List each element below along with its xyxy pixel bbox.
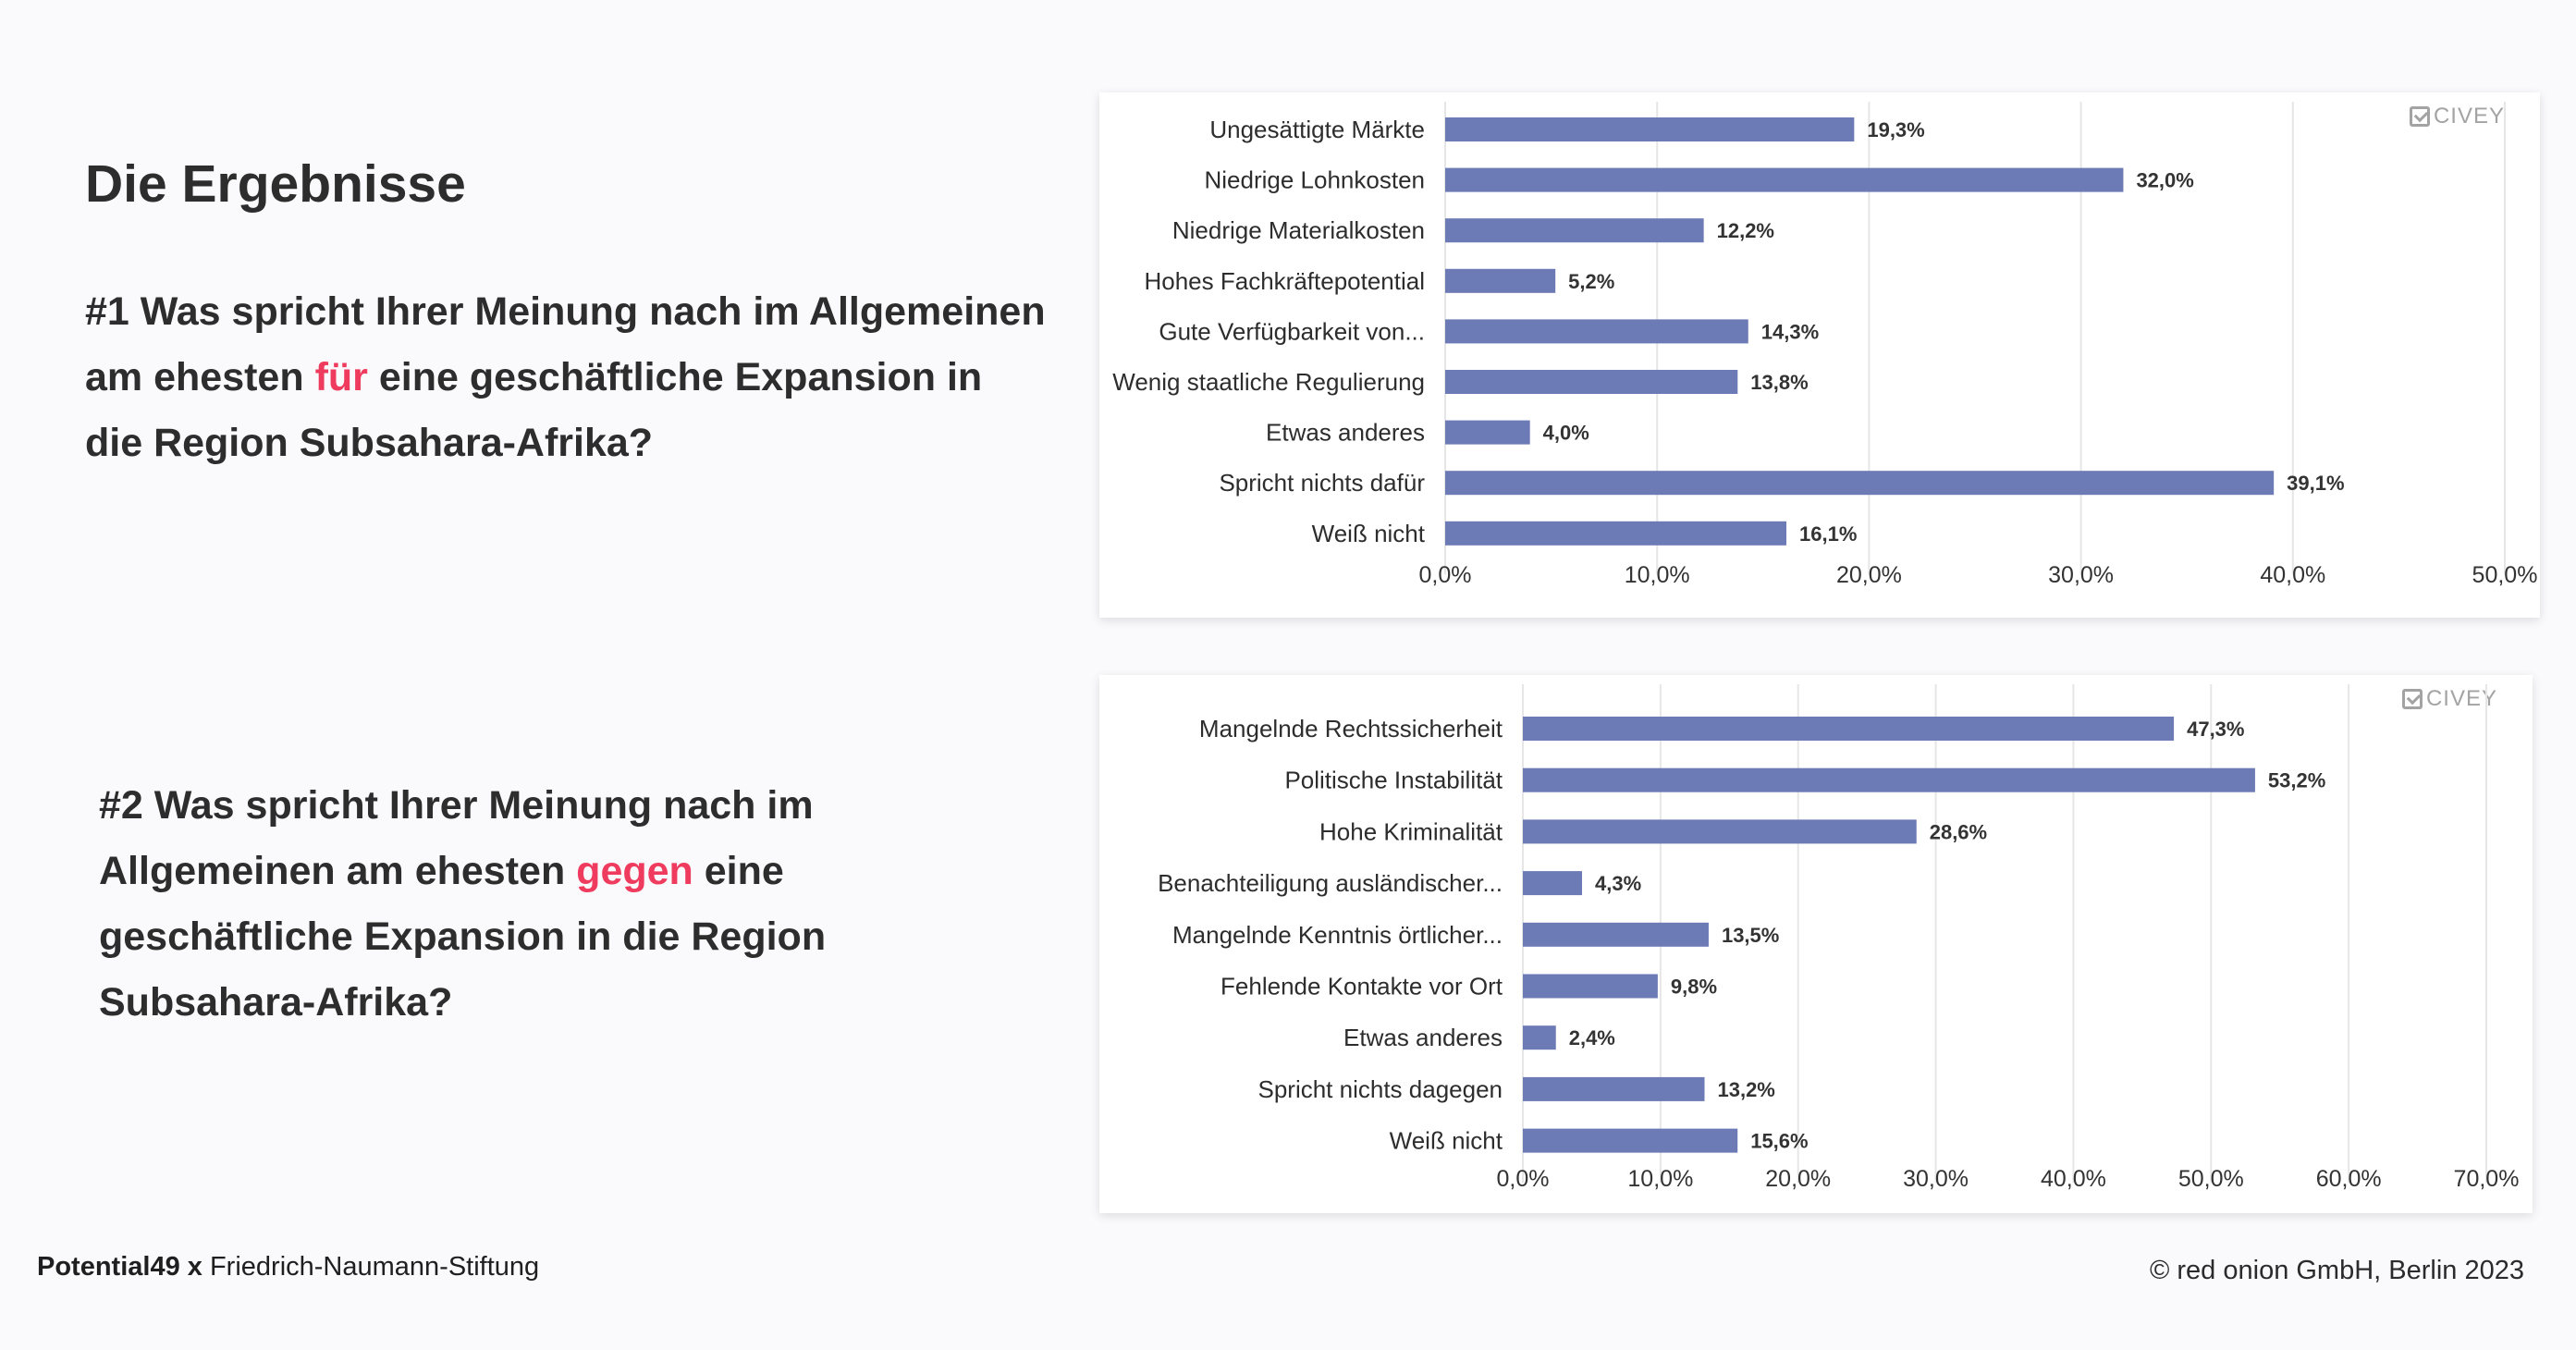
data-label: 53,2% xyxy=(2268,769,2325,792)
data-label: 19,3% xyxy=(1867,118,1924,141)
x-tick-label: 30,0% xyxy=(2048,562,2114,588)
x-tick-label: 60,0% xyxy=(2316,1166,2382,1192)
civey-logo-text: CIVEY xyxy=(2425,686,2497,711)
question-1: #1 Was spricht Ihrer Meinung nach im All… xyxy=(85,279,1047,476)
question-2-highlight: gegen xyxy=(576,849,693,893)
data-label: 39,1% xyxy=(2287,472,2344,495)
category-label: Hohes Fachkräftepotential xyxy=(1144,267,1425,295)
data-label: 32,0% xyxy=(2136,169,2193,192)
category-label: Hohe Kriminalität xyxy=(1319,817,1503,845)
bar xyxy=(1523,717,2175,741)
category-label: Niedrige Materialkosten xyxy=(1172,216,1425,244)
bar xyxy=(1445,471,2275,496)
category-label: Weiß nicht xyxy=(1312,520,1426,547)
bar xyxy=(1523,767,2255,792)
data-label: 28,6% xyxy=(1930,820,1987,843)
question-1-text-end: eine geschäftliche Expansion in die Regi… xyxy=(85,355,983,465)
data-label: 47,3% xyxy=(2187,718,2244,741)
chart-card-pro: CIVEY 0,0% 10,0% 20,0% 30,0% 40,0% 50,0% Unges… xyxy=(1099,92,2540,618)
x-tick-label: 20,0% xyxy=(1836,562,1902,588)
data-label: 9,8% xyxy=(1671,976,1717,999)
bar xyxy=(1523,1025,1556,1050)
bar xyxy=(1523,871,1583,896)
x-tick-label: 50,0% xyxy=(2178,1166,2244,1192)
bar xyxy=(1523,1128,1738,1153)
x-tick-label: 40,0% xyxy=(2260,562,2325,588)
bar xyxy=(1523,819,1917,844)
data-label: 14,3% xyxy=(1761,320,1819,343)
chart-pro-svg: 0,0% 10,0% 20,0% 30,0% 40,0% 50,0% Ungesättigt… xyxy=(1112,102,2538,588)
question-2: #2 Was spricht Ihrer Meinung nach im All… xyxy=(99,773,931,1036)
bar xyxy=(1445,117,1855,141)
category-label: Niedrige Lohnkosten xyxy=(1205,166,1426,194)
civey-logo-icon xyxy=(2401,689,2423,709)
data-label: 4,3% xyxy=(1595,872,1641,895)
bar xyxy=(1445,319,1748,344)
category-label: Etwas anderes xyxy=(1343,1024,1503,1051)
bar xyxy=(1445,218,1704,243)
x-tick-label: 10,0% xyxy=(1627,1166,1693,1192)
bar xyxy=(1523,974,1658,999)
footer-credit: Potential49 x Friedrich-Naumann-Stiftung xyxy=(37,1252,539,1282)
x-tick-label: 30,0% xyxy=(1903,1166,1969,1192)
bar xyxy=(1445,521,1787,546)
footer-credit-bold: Potential49 x xyxy=(37,1252,202,1282)
bar xyxy=(1445,167,2124,192)
x-tick-label: 0,0% xyxy=(1419,562,1472,588)
civey-logo-text: CIVEY xyxy=(2433,104,2505,129)
data-label: 13,5% xyxy=(1722,924,1779,947)
chart-card-contra: CIVEY 0,0% 10,0% 20,0% 30,0% 40,0% 50,0% 60,0%… xyxy=(1099,675,2533,1213)
footer-copyright: © red onion GmbH, Berlin 2023 xyxy=(2149,1256,2524,1285)
data-label: 13,8% xyxy=(1750,371,1808,394)
data-label: 4,0% xyxy=(1543,422,1589,445)
category-label: Mangelnde Rechtssicherheit xyxy=(1199,715,1503,742)
x-tick-label: 10,0% xyxy=(1625,562,1690,588)
bar xyxy=(1445,370,1738,394)
category-label: Gute Verfügbarkeit von... xyxy=(1159,317,1425,345)
category-label: Fehlende Kontakte vor Ort xyxy=(1221,973,1503,1000)
category-label: Wenig staatliche Regulierung xyxy=(1112,368,1425,396)
data-label: 5,2% xyxy=(1568,270,1614,293)
category-label: Spricht nichts dagegen xyxy=(1257,1075,1503,1103)
chart-contra-svg: 0,0% 10,0% 20,0% 30,0% 40,0% 50,0% 60,0% 70,0% M… xyxy=(1158,684,2520,1192)
civey-logo: CIVEY xyxy=(2401,686,2497,712)
category-label: Etwas anderes xyxy=(1266,419,1425,447)
data-label: 13,2% xyxy=(1717,1078,1774,1101)
category-label: Spricht nichts dafür xyxy=(1219,469,1425,497)
category-label: Ungesättigte Märkte xyxy=(1209,116,1425,143)
bar xyxy=(1523,922,1709,947)
question-2-text-start: #2 Was spricht Ihrer Meinung nach im All… xyxy=(99,783,814,893)
x-tick-label: 20,0% xyxy=(1765,1166,1831,1192)
category-label: Benachteiligung ausländischer... xyxy=(1158,869,1503,897)
category-label: Politische Instabilität xyxy=(1284,767,1503,794)
x-tick-label: 40,0% xyxy=(2041,1166,2106,1192)
bar xyxy=(1523,1076,1705,1101)
civey-logo-icon xyxy=(2409,106,2430,127)
x-tick-label: 50,0% xyxy=(2472,562,2538,588)
bar xyxy=(1445,268,1556,293)
x-tick-label: 0,0% xyxy=(1497,1166,1550,1192)
question-1-text-start: #1 Was spricht Ihrer Meinung nach im All… xyxy=(85,289,1046,399)
page-title: Die Ergebnisse xyxy=(85,154,466,214)
category-label: Weiß nicht xyxy=(1390,1127,1503,1155)
footer-credit-rest: Friedrich-Naumann-Stiftung xyxy=(202,1252,540,1282)
data-label: 2,4% xyxy=(1569,1026,1615,1049)
civey-logo: CIVEY xyxy=(2409,104,2505,129)
question-1-highlight: für xyxy=(314,355,368,399)
x-tick-label: 70,0% xyxy=(2454,1166,2520,1192)
bar xyxy=(1445,420,1530,445)
data-label: 15,6% xyxy=(1750,1130,1808,1153)
question-2-text-end: eine geschäftliche Expansion in die Regi… xyxy=(99,849,827,1025)
data-label: 16,1% xyxy=(1799,522,1857,546)
category-label: Mangelnde Kenntnis örtlicher... xyxy=(1172,921,1503,949)
data-label: 12,2% xyxy=(1717,219,1774,242)
